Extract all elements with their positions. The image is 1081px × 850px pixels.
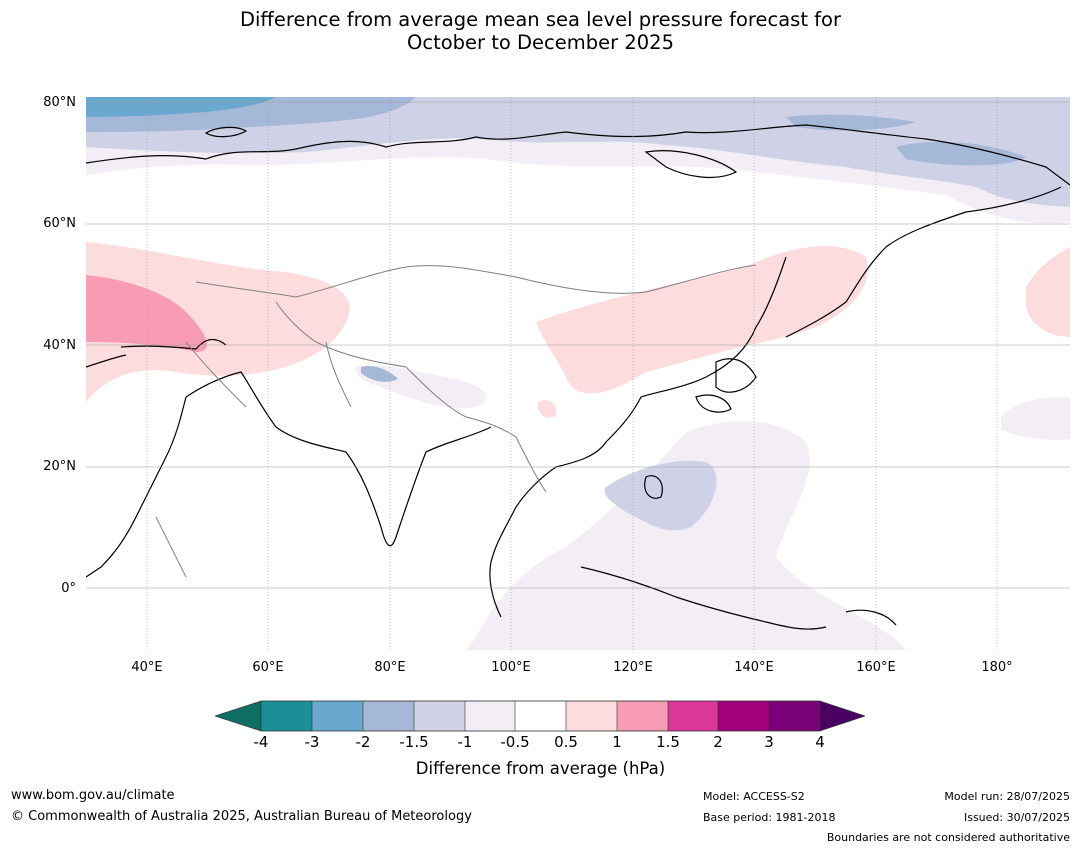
copyright-text: © Commonwealth of Australia 2025, Austra…	[11, 809, 472, 824]
colorbar-swatch	[363, 701, 414, 731]
colorbar-tick: -1.5	[399, 733, 429, 751]
colorbar-swatch	[718, 701, 769, 731]
colorbar-swatch	[312, 701, 363, 731]
colorbar-tick: -0.5	[500, 733, 530, 751]
colorbar-under-arrow	[215, 700, 262, 732]
anomaly-region	[1001, 397, 1070, 440]
colorbar-tick: -1	[457, 733, 473, 751]
lat-label-60n: 60°N	[43, 216, 76, 231]
lon-label-180: 180°	[981, 660, 1013, 675]
colorbar-swatch	[769, 701, 820, 731]
colorbar-swatch	[261, 701, 312, 731]
colorbar-swatch	[668, 701, 718, 731]
anomaly-fill-layer	[86, 97, 1070, 650]
chart-title: Difference from average mean sea level p…	[0, 8, 1081, 54]
lon-label-140e: 140°E	[734, 660, 774, 675]
colorbar-tick: -2	[355, 733, 371, 751]
anomaly-region	[536, 246, 868, 394]
lon-label-80e: 80°E	[374, 660, 406, 675]
anomaly-region	[86, 242, 350, 402]
colorbar-tick: 4	[815, 733, 825, 751]
website-link[interactable]: www.bom.gov.au/climate	[11, 788, 175, 803]
colorbar-swatch	[414, 701, 465, 731]
colorbar-swatch	[617, 701, 668, 731]
model-run-text: Model run: 28/07/2025	[944, 790, 1070, 803]
colorbar-tick: 1	[612, 733, 622, 751]
lat-label-0: 0°	[61, 581, 76, 596]
anomaly-region	[1026, 247, 1070, 337]
model-text: Model: ACCESS-S2	[703, 790, 805, 803]
colorbar-swatch	[465, 701, 515, 731]
lat-label-40n: 40°N	[43, 338, 76, 353]
coastlines	[86, 124, 1070, 630]
colorbar-tick: 2	[713, 733, 723, 751]
lat-label-80n: 80°N	[43, 95, 76, 110]
country-boundaries	[155, 264, 757, 578]
graticule	[86, 97, 1070, 650]
colorbar-over-arrow	[819, 700, 865, 732]
anomaly-region	[86, 275, 207, 352]
colorbar-swatch	[566, 701, 617, 731]
lat-label-20n: 20°N	[43, 459, 76, 474]
anomaly-region	[537, 400, 557, 418]
pressure-anomaly-map	[86, 97, 1070, 650]
lon-label-60e: 60°E	[252, 660, 284, 675]
anomaly-region	[896, 141, 1026, 166]
colorbar-tick: -4	[253, 733, 269, 751]
lon-label-160e: 160°E	[856, 660, 896, 675]
lon-label-120e: 120°E	[613, 660, 653, 675]
colorbar-label: Difference from average (hPa)	[415, 759, 666, 778]
colorbar	[215, 700, 865, 732]
colorbar-tick: 0.5	[554, 733, 578, 751]
map-canvas	[86, 97, 1070, 650]
anomaly-region	[466, 421, 906, 650]
base-period-text: Base period: 1981-2018	[703, 811, 836, 824]
title-line-1: Difference from average mean sea level p…	[240, 8, 841, 31]
colorbar-tick: -3	[304, 733, 320, 751]
issued-text: Issued: 30/07/2025	[963, 811, 1070, 824]
anomaly-region	[604, 460, 717, 531]
title-line-2: October to December 2025	[407, 31, 674, 54]
disclaimer-text: Boundaries are not considered authoritat…	[826, 831, 1070, 844]
colorbar-swatches	[261, 701, 820, 731]
anomaly-region	[361, 366, 398, 382]
colorbar-tick: 3	[764, 733, 774, 751]
colorbar-swatch	[515, 701, 566, 731]
lon-label-100e: 100°E	[491, 660, 531, 675]
lon-label-40e: 40°E	[131, 660, 163, 675]
colorbar-tick: 1.5	[656, 733, 680, 751]
